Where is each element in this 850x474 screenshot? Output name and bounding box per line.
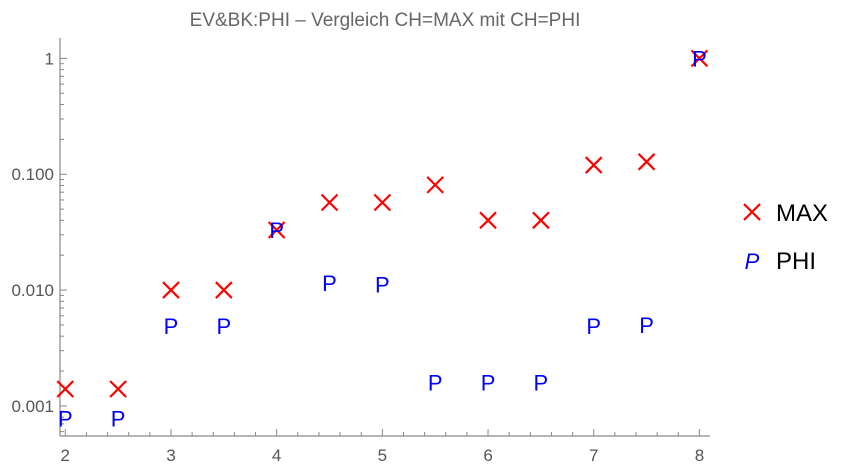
y-tick-label: 0.100 bbox=[11, 165, 54, 184]
axes bbox=[59, 38, 710, 437]
data-marks: P P P P P P P P P P P P P bbox=[56, 46, 709, 431]
max-point bbox=[479, 211, 497, 230]
max-point bbox=[637, 153, 656, 171]
phi-point: P bbox=[428, 370, 443, 395]
max-point bbox=[162, 281, 180, 299]
max-point bbox=[584, 156, 603, 174]
max-point bbox=[426, 176, 444, 194]
max-point bbox=[109, 380, 127, 398]
legend-label: MAX bbox=[776, 200, 828, 227]
max-point bbox=[373, 193, 392, 212]
phi-point: P bbox=[164, 314, 179, 339]
max-point bbox=[56, 380, 75, 398]
phi-point: P bbox=[322, 271, 337, 296]
phi-point: P bbox=[269, 218, 284, 243]
max-point bbox=[320, 193, 339, 212]
max-point bbox=[532, 211, 550, 230]
phi-point: P bbox=[639, 313, 654, 338]
max-point bbox=[690, 49, 709, 68]
x-tick-label: 7 bbox=[589, 446, 598, 465]
x-tick-label: 4 bbox=[272, 446, 281, 465]
max-point bbox=[215, 281, 233, 299]
phi-point: P bbox=[375, 272, 390, 297]
x-tick-label: 2 bbox=[61, 446, 70, 465]
y-tick-label: 1 bbox=[45, 49, 54, 68]
chart-title: EV&BK:PHI – Vergleich CH=MAX mit CH=PHI bbox=[190, 10, 581, 31]
phi-point: P bbox=[111, 406, 126, 431]
legend: MAX P PHI bbox=[743, 200, 828, 275]
phi-point: P bbox=[586, 314, 601, 339]
phi-point: P bbox=[481, 370, 496, 395]
phi-point: P bbox=[216, 314, 231, 339]
x-tick-label: 6 bbox=[483, 446, 492, 465]
max-point bbox=[267, 221, 286, 239]
legend-marker-max bbox=[743, 203, 761, 221]
phi-point: P bbox=[692, 46, 707, 71]
phi-point: P bbox=[58, 406, 73, 431]
y-tick-label: 0.001 bbox=[11, 397, 54, 416]
x-tick-label: 8 bbox=[695, 446, 704, 465]
y-tick-label: 0.010 bbox=[11, 281, 54, 300]
x-tick-label: 5 bbox=[378, 446, 387, 465]
axis-ticks: 2 3 4 5 6 7 8 0.001 0.010 0.100 1 bbox=[11, 49, 704, 465]
legend-marker-phi: P bbox=[745, 249, 760, 274]
x-tick-label: 3 bbox=[166, 446, 175, 465]
phi-point: P bbox=[534, 370, 549, 395]
legend-label: PHI bbox=[776, 248, 816, 275]
